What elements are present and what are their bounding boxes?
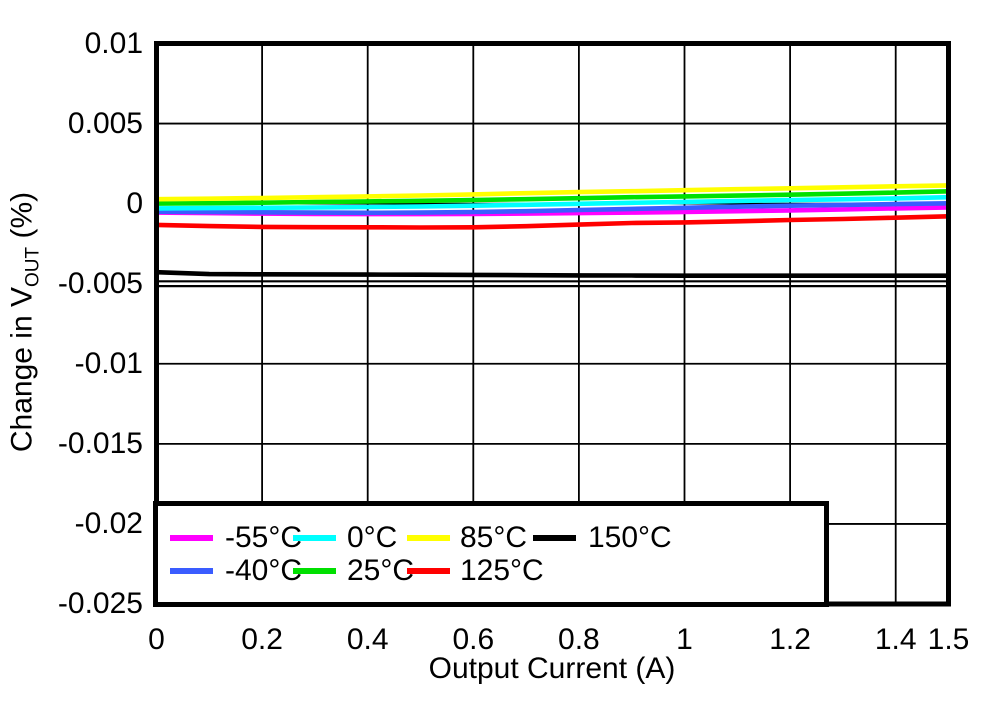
series-line-0c — [156, 194, 949, 211]
legend-swatch — [407, 568, 450, 574]
x-tick-label: 0.8 — [558, 623, 600, 656]
x-axis-title: Output Current (A) — [428, 652, 676, 685]
legend-swatch — [293, 568, 336, 574]
y-tick-label: -0.025 — [57, 587, 143, 620]
legend-label: 125°C — [460, 554, 544, 587]
y-tick-label: -0.005 — [57, 266, 143, 300]
series-line-150c — [156, 269, 949, 279]
y-axis-title-suffix: (%) — [5, 191, 39, 247]
y-tick-label: 0 — [126, 186, 143, 220]
y-tick-label: -0.015 — [57, 426, 143, 460]
legend-swatch — [407, 535, 450, 541]
legend-label: 0°C — [347, 521, 398, 554]
legend-swatch — [533, 535, 576, 541]
y-axis-title: Change in VOUT (%) — [6, 192, 45, 452]
series-line-125c — [156, 214, 949, 230]
x-tick-label: 1.5 — [927, 623, 970, 656]
legend-label: 25°C — [347, 554, 415, 587]
legend-swatch — [170, 535, 213, 541]
legend-label: 85°C — [460, 521, 528, 554]
x-tick-label: 1 — [676, 623, 693, 656]
legend-label: -55°C — [225, 521, 303, 554]
legend: -55°C -40°C 0°C 25°C 85°C 125°C 150°C — [153, 501, 829, 607]
y-axis-title-main: Change in V — [5, 286, 39, 453]
y-tick-label: 0.01 — [84, 26, 143, 60]
x-tick-label: 0 — [148, 623, 165, 656]
legend-label: -40°C — [225, 554, 303, 587]
x-tick-label: 1.4 — [874, 623, 917, 656]
x-tick-label: 0.4 — [346, 623, 389, 656]
legend-swatch — [170, 568, 213, 574]
y-axis-title-sub: OUT — [22, 246, 44, 287]
y-tick-label: -0.02 — [74, 506, 143, 540]
y-tick-label: -0.01 — [74, 346, 143, 380]
series-line-85c — [156, 183, 949, 202]
series-line--40c — [156, 201, 949, 216]
x-tick-label: 0.2 — [241, 623, 283, 656]
legend-swatch — [293, 535, 336, 541]
legend-label: 150°C — [588, 521, 672, 554]
series-line-25c — [156, 189, 949, 206]
y-tick-label: 0.005 — [67, 106, 143, 140]
x-tick-label: 1.2 — [769, 623, 811, 656]
x-tick-label: 0.6 — [452, 623, 495, 656]
